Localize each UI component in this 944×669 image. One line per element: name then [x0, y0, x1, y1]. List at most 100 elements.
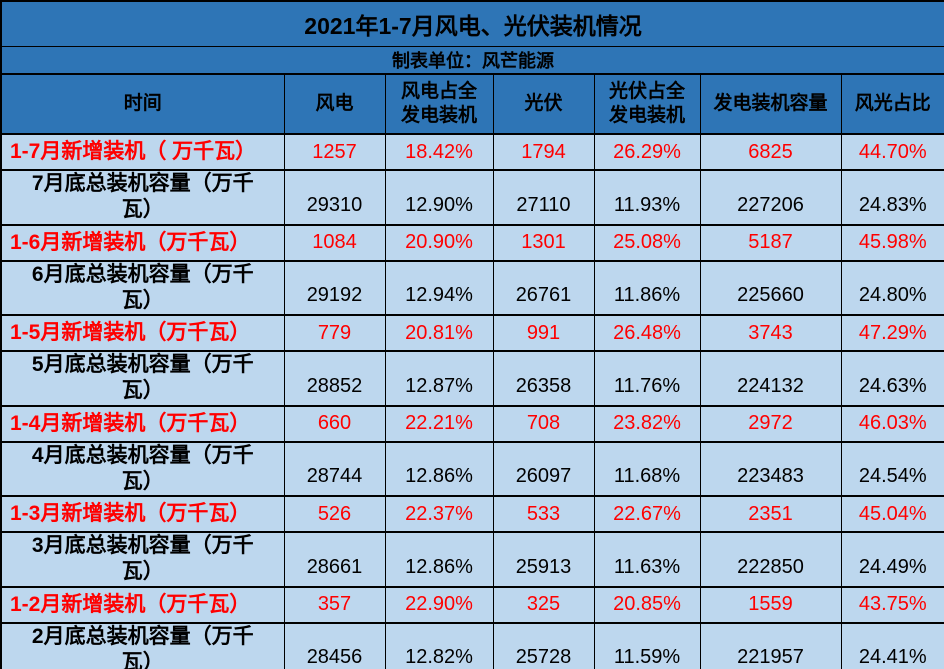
cell-value: 24.54% — [840, 440, 944, 497]
cell-value: 24.80% — [840, 259, 944, 316]
table-row: 1-4月新增装机（万千瓦） 660 22.21% 708 23.82% 2972 46.03… — [0, 404, 944, 443]
cell-value: 12.86% — [384, 440, 494, 497]
cell-value: 29192 — [283, 259, 386, 316]
row-label: 5月底总装机容量（万千瓦） — [0, 350, 285, 407]
table-row: 2月底总装机容量（万千瓦） 28456 12.82% 25728 11.59% 22195… — [0, 621, 944, 669]
cell-value: 223483 — [699, 440, 842, 497]
cell-value: 660 — [283, 404, 386, 443]
row-label: 1-7月新增装机（ 万千瓦） — [0, 133, 285, 171]
table-row: 1-3月新增装机（万千瓦） 526 22.37% 533 22.67% 2351 45.04… — [0, 495, 944, 533]
cell-value: 227206 — [699, 169, 842, 226]
table-row: 1-5月新增装机（万千瓦） 779 20.81% 991 26.48% 3743 47.29… — [0, 314, 944, 352]
cell-value: 45.04% — [840, 495, 944, 533]
cell-value: 47.29% — [840, 314, 944, 352]
cell-value: 28456 — [283, 621, 386, 669]
title-row: 2021年1-7月风电、光伏装机情况 — [0, 0, 944, 47]
cell-value: 25728 — [492, 621, 595, 669]
column-header-wind-solar-share: 风光占比 — [840, 73, 944, 135]
cell-value: 1084 — [283, 223, 386, 262]
column-header-solar: 光伏 — [492, 73, 595, 135]
cell-value: 45.98% — [840, 223, 944, 262]
cell-value: 533 — [492, 495, 595, 533]
cell-value: 28852 — [283, 350, 386, 407]
column-header-total-capacity: 发电装机容量 — [699, 73, 842, 135]
cell-value: 28744 — [283, 440, 386, 497]
cell-value: 11.68% — [593, 440, 701, 497]
cell-value: 1301 — [492, 223, 595, 262]
column-header-wind: 风电 — [283, 73, 386, 135]
subtitle-row: 制表单位：风芒能源 — [0, 45, 944, 75]
cell-value: 1257 — [283, 133, 386, 171]
cell-value: 28661 — [283, 531, 386, 588]
table-subtitle: 制表单位：风芒能源 — [0, 45, 944, 75]
cell-value: 1794 — [492, 133, 595, 171]
row-label: 7月底总装机容量（万千瓦） — [0, 169, 285, 226]
cell-value: 12.82% — [384, 621, 494, 669]
row-label: 6月底总装机容量（万千瓦） — [0, 259, 285, 316]
cell-value: 222850 — [699, 531, 842, 588]
cell-value: 27110 — [492, 169, 595, 226]
row-label: 1-6月新增装机（万千瓦） — [0, 223, 285, 262]
cell-value: 22.37% — [384, 495, 494, 533]
cell-value: 26097 — [492, 440, 595, 497]
column-header-solar-share: 光伏占全 发电装机 — [593, 73, 701, 135]
column-header-wind-share: 风电占全 发电装机 — [384, 73, 494, 135]
table-row: 1-6月新增装机（万千瓦） 1084 20.90% 1301 25.08% 5187 45.… — [0, 223, 944, 262]
cell-value: 18.42% — [384, 133, 494, 171]
row-label: 3月底总装机容量（万千瓦） — [0, 531, 285, 588]
cell-value: 24.49% — [840, 531, 944, 588]
cell-value: 22.67% — [593, 495, 701, 533]
cell-value: 24.63% — [840, 350, 944, 407]
cell-value: 20.85% — [593, 585, 701, 624]
cell-value: 779 — [283, 314, 386, 352]
cell-value: 12.94% — [384, 259, 494, 316]
table-body: 1-7月新增装机（ 万千瓦） 1257 18.42% 1794 26.29% 6825 44… — [0, 133, 944, 669]
cell-value: 20.90% — [384, 223, 494, 262]
cell-value: 708 — [492, 404, 595, 443]
table-row: 6月底总装机容量（万千瓦） 29192 12.94% 26761 11.86% 22566… — [0, 259, 944, 316]
page-title: 2021年1-7月风电、光伏装机情况 — [0, 0, 944, 47]
cell-value: 991 — [492, 314, 595, 352]
cell-value: 6825 — [699, 133, 842, 171]
cell-value: 25.08% — [593, 223, 701, 262]
cell-value: 24.41% — [840, 621, 944, 669]
cell-value: 20.81% — [384, 314, 494, 352]
cell-value: 29310 — [283, 169, 386, 226]
cell-value: 26358 — [492, 350, 595, 407]
cell-value: 2351 — [699, 495, 842, 533]
cell-value: 5187 — [699, 223, 842, 262]
row-label: 2月底总装机容量（万千瓦） — [0, 621, 285, 669]
table-row: 3月底总装机容量（万千瓦） 28661 12.86% 25913 11.63% 22285… — [0, 531, 944, 588]
table-row: 4月底总装机容量（万千瓦） 28744 12.86% 26097 11.68% 22348… — [0, 440, 944, 497]
cell-value: 325 — [492, 585, 595, 624]
cell-value: 526 — [283, 495, 386, 533]
cell-value: 1559 — [699, 585, 842, 624]
cell-value: 12.86% — [384, 531, 494, 588]
cell-value: 11.93% — [593, 169, 701, 226]
cell-value: 224132 — [699, 350, 842, 407]
cell-value: 25913 — [492, 531, 595, 588]
row-label: 1-5月新增装机（万千瓦） — [0, 314, 285, 352]
row-label: 1-3月新增装机（万千瓦） — [0, 495, 285, 533]
column-header-row: 时间 风电 风电占全 发电装机 光伏 光伏占全 发电装机 发电装机容量 风光占比 — [0, 73, 944, 135]
cell-value: 46.03% — [840, 404, 944, 443]
cell-value: 44.70% — [840, 133, 944, 171]
cell-value: 11.86% — [593, 259, 701, 316]
table-row: 7月底总装机容量（万千瓦） 29310 12.90% 27110 11.93% 22720… — [0, 169, 944, 226]
cell-value: 357 — [283, 585, 386, 624]
cell-value: 26.29% — [593, 133, 701, 171]
cell-value: 24.83% — [840, 169, 944, 226]
cell-value: 12.87% — [384, 350, 494, 407]
row-label: 1-2月新增装机（万千瓦） — [0, 585, 285, 624]
cell-value: 11.59% — [593, 621, 701, 669]
table-row: 1-2月新增装机（万千瓦） 357 22.90% 325 20.85% 1559 43.75… — [0, 585, 944, 624]
row-label: 1-4月新增装机（万千瓦） — [0, 404, 285, 443]
cell-value: 26761 — [492, 259, 595, 316]
row-label: 4月底总装机容量（万千瓦） — [0, 440, 285, 497]
cell-value: 22.21% — [384, 404, 494, 443]
cell-value: 2972 — [699, 404, 842, 443]
cell-value: 225660 — [699, 259, 842, 316]
cell-value: 43.75% — [840, 585, 944, 624]
cell-value: 3743 — [699, 314, 842, 352]
